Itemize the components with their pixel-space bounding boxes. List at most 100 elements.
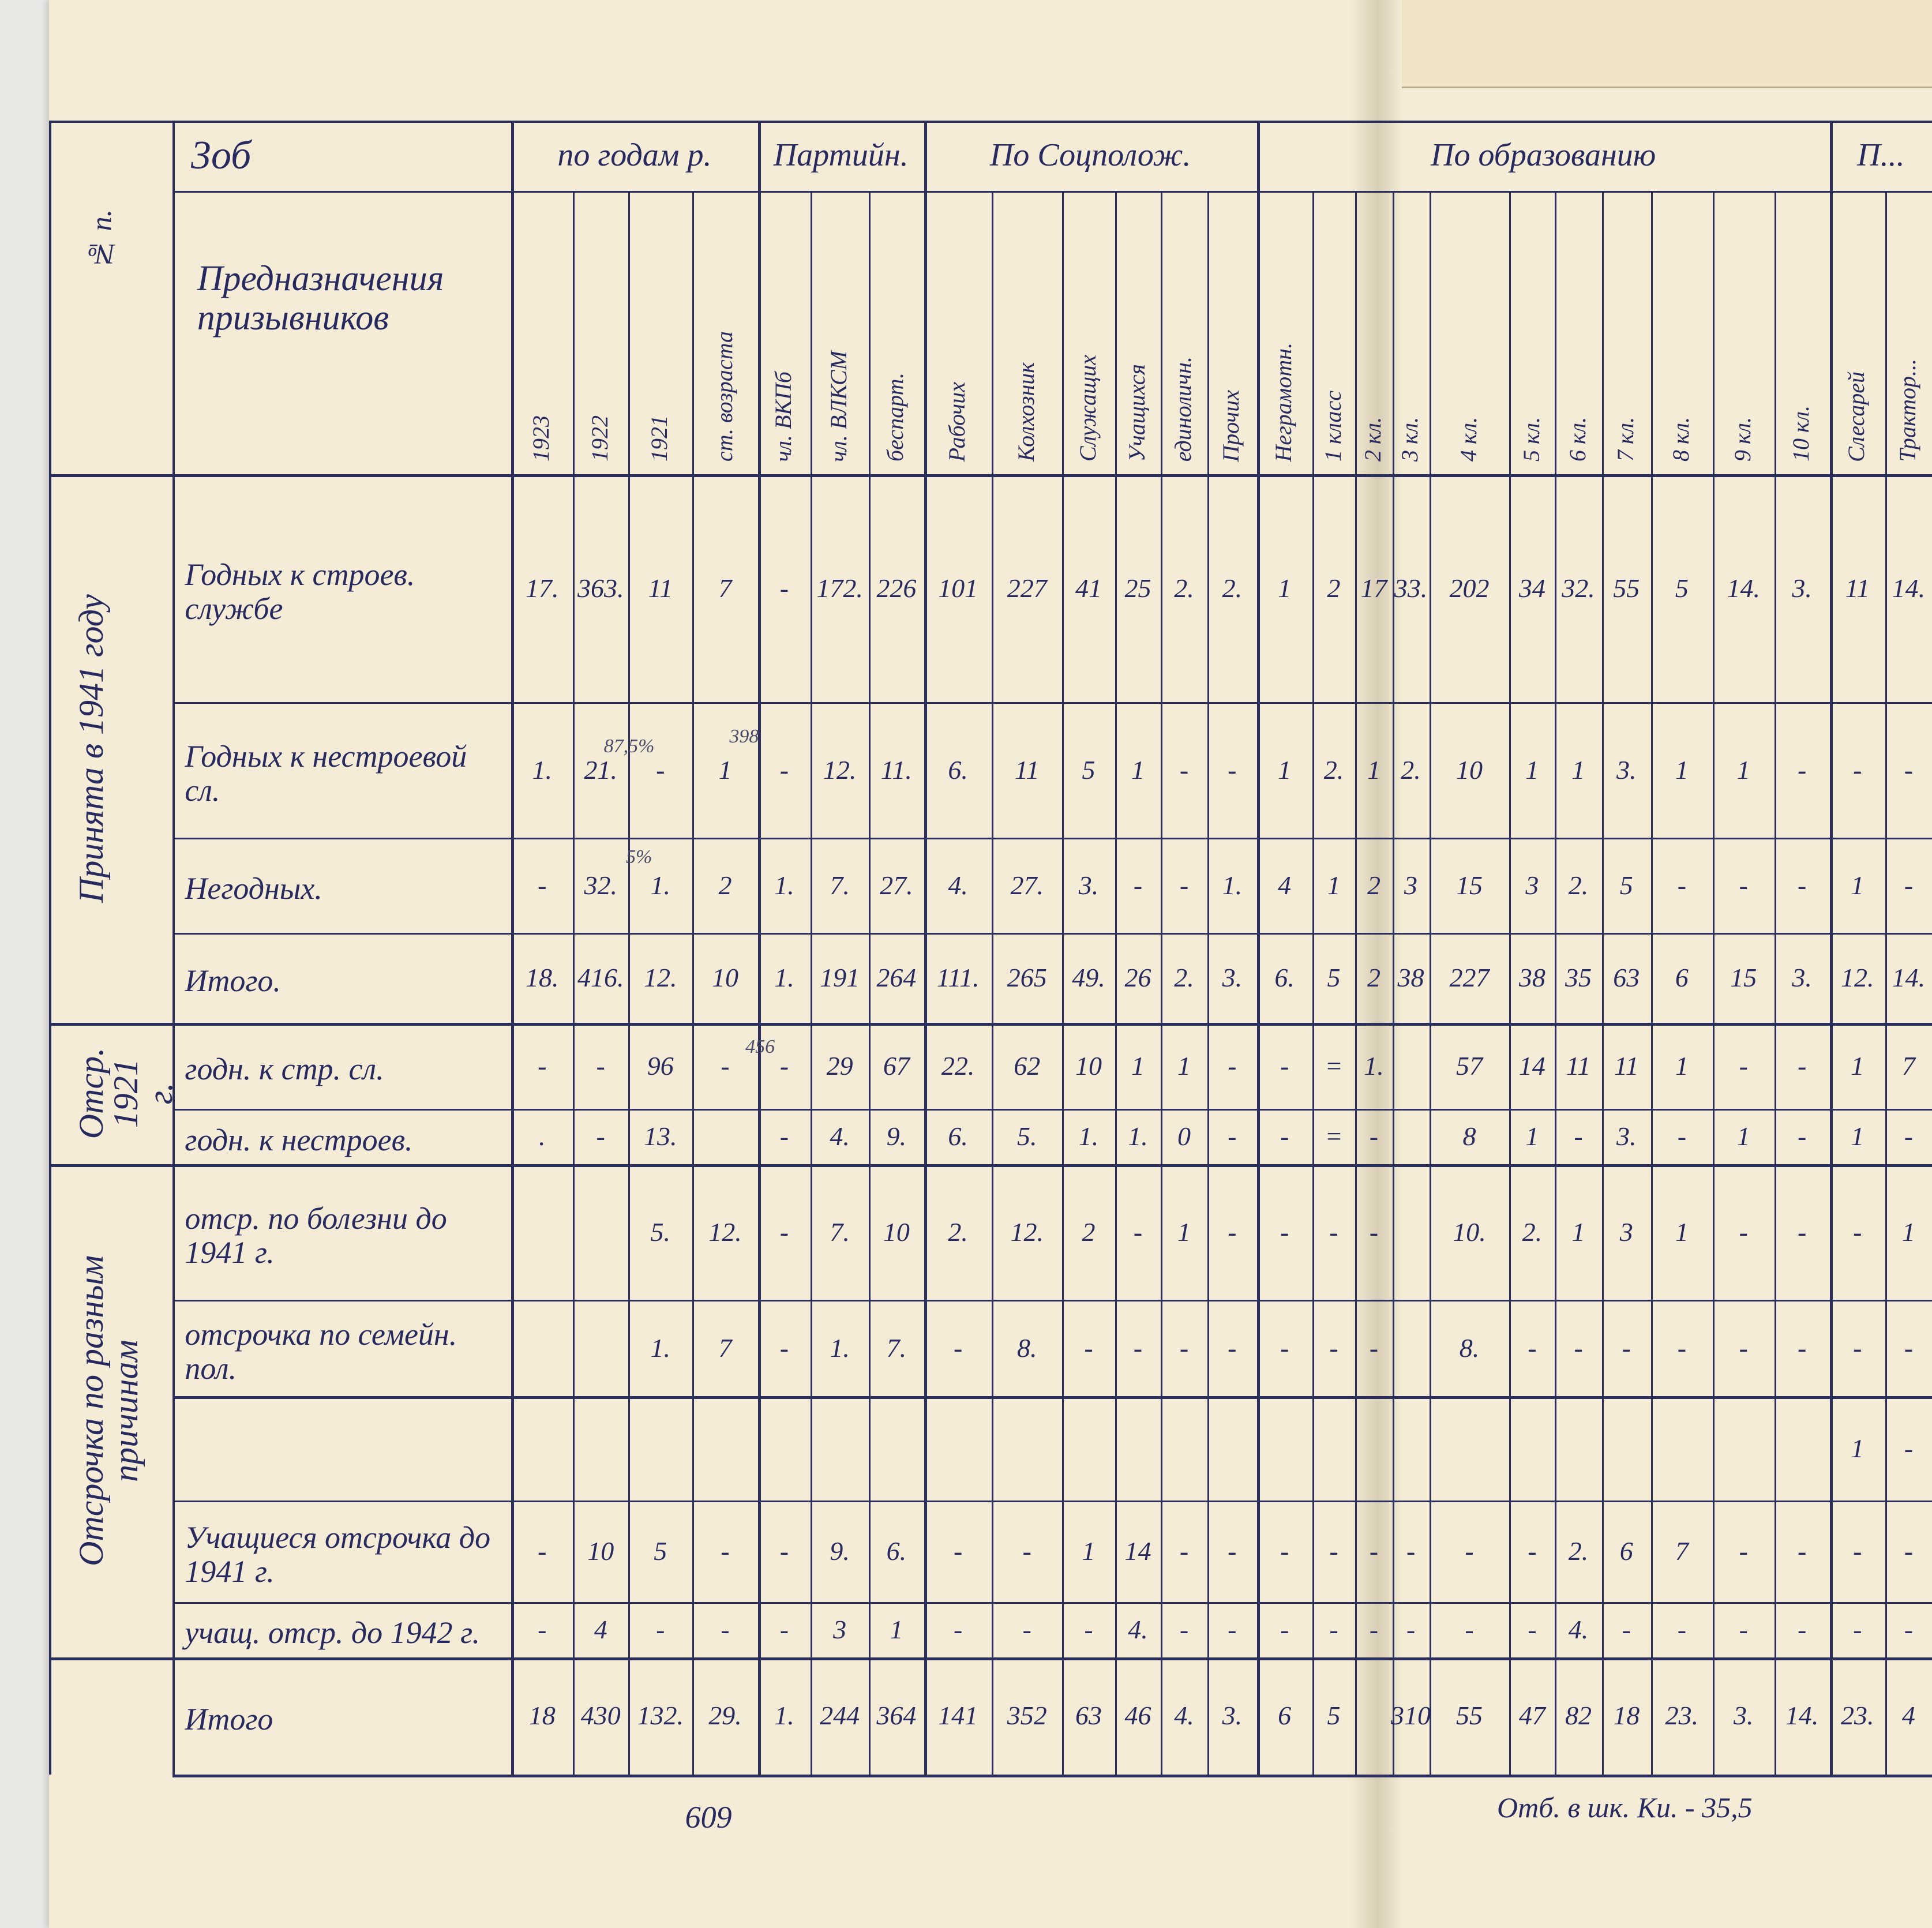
table-cell: - <box>1622 1614 1631 1644</box>
row-label: отсрочка по семейн. пол. <box>185 1316 457 1386</box>
table-cell: 1 <box>1327 870 1341 900</box>
table-cell: 12. <box>644 962 677 992</box>
table-cell: 227 <box>1007 573 1047 603</box>
table-cell: - <box>656 1614 665 1644</box>
table-cell: = <box>1325 1051 1343 1081</box>
table-cell: 7 <box>718 573 732 603</box>
paper-sheet <box>49 0 1932 1928</box>
table-cell: 1 <box>1278 755 1292 785</box>
rule-line <box>49 121 52 1775</box>
table-cell: - <box>1797 755 1807 785</box>
table-cell: 7. <box>830 870 850 900</box>
rule-line <box>1509 191 1511 1775</box>
table-cell: 352 <box>1007 1701 1047 1731</box>
table-cell: - <box>1369 1333 1379 1363</box>
column-header: единоличн. <box>1170 357 1196 462</box>
table-cell: 2 <box>1367 870 1380 900</box>
table-cell: 46 <box>1124 1701 1151 1731</box>
table-cell: 14. <box>1892 962 1926 992</box>
row-label: Итого <box>185 1701 273 1736</box>
table-cell: 1 <box>1571 755 1585 785</box>
table-cell: 1 <box>1525 1121 1539 1151</box>
table-cell: 2 <box>1082 1217 1096 1247</box>
table-cell: 3. <box>1616 755 1637 785</box>
table-cell: 5 <box>1327 962 1341 992</box>
rule-line <box>49 1164 1932 1168</box>
row-label: отср. по болезни до 1941 г. <box>185 1201 447 1270</box>
table-cell: 1. <box>1364 1051 1384 1081</box>
table-cell: - <box>779 1217 789 1247</box>
column-group-header: Партийн. <box>773 137 909 174</box>
column-header: ст. возраста <box>711 331 737 462</box>
table-cell: 15 <box>1455 870 1483 900</box>
table-cell: 1 <box>1082 1536 1096 1566</box>
table-cell: - <box>1084 1614 1093 1644</box>
table-cell: 191 <box>820 962 860 992</box>
table-cell: 2. <box>1522 1217 1543 1247</box>
table-cell: - <box>1228 1051 1237 1081</box>
rule-line <box>1312 191 1314 1775</box>
table-cell: 11 <box>1566 1051 1591 1081</box>
margin-note: 456 <box>745 1036 775 1058</box>
table-cell: - <box>779 755 789 785</box>
column-header: 7 кл. <box>1612 417 1638 462</box>
adjacent-sheet <box>1402 0 1932 88</box>
table-cell: 2. <box>1568 1536 1589 1566</box>
rule-line <box>1712 191 1715 1775</box>
table-cell: - <box>1228 1217 1237 1247</box>
table-cell: - <box>1369 1217 1379 1247</box>
column-header: 1923 <box>528 415 554 462</box>
table-cell: 1 <box>1675 1217 1689 1247</box>
table-cell: - <box>1329 1536 1338 1566</box>
table-cell: 10 <box>587 1536 614 1566</box>
table-cell: 2. <box>1401 755 1421 785</box>
table-cell: 14. <box>1892 573 1926 603</box>
table-cell: 141 <box>938 1701 978 1731</box>
rule-line <box>1392 191 1394 1775</box>
table-cell: 1 <box>1131 755 1145 785</box>
table-cell: - <box>1904 1333 1914 1363</box>
table-cell: 1 <box>1177 1217 1191 1247</box>
table-cell: 1 <box>1525 755 1539 785</box>
table-cell: 4. <box>1568 1614 1589 1644</box>
table-cell: - <box>1739 870 1748 900</box>
table-cell: 10 <box>883 1217 910 1247</box>
table-cell: - <box>1406 1536 1416 1566</box>
table-cell: 1 <box>718 755 732 785</box>
table-cell: - <box>538 870 547 900</box>
table-cell: 18. <box>526 962 559 992</box>
table-cell: 11. <box>880 755 912 785</box>
table-cell: - <box>1797 1121 1807 1151</box>
table-cell: - <box>779 1536 789 1566</box>
table-cell: 111. <box>936 962 980 992</box>
table-cell: - <box>1797 1333 1807 1363</box>
table-cell: 4. <box>948 870 968 900</box>
table-cell: 6 <box>1675 962 1689 992</box>
column-header: 5 кл. <box>1518 417 1544 462</box>
column-header: Неграмотн. <box>1270 342 1297 462</box>
table-cell: 55 <box>1455 1701 1483 1731</box>
table-cell: 12. <box>1841 962 1874 992</box>
table-cell: 3 <box>1619 1217 1633 1247</box>
rule-line <box>1555 191 1557 1775</box>
table-cell: 3 <box>1404 870 1418 900</box>
table-cell: 416. <box>577 962 624 992</box>
rule-line <box>1774 191 1776 1775</box>
table-cell: 3. <box>1078 870 1099 900</box>
row-label: Годных к строев. службе <box>185 557 415 627</box>
column-group-header: П... <box>1857 137 1905 174</box>
column-group-header: По Соцполож. <box>989 137 1191 174</box>
table-cell: 1 <box>1851 1051 1865 1081</box>
table-cell: - <box>1739 1217 1748 1247</box>
table-cell: 1 <box>1851 1121 1865 1151</box>
number-header: № п. <box>84 209 117 271</box>
table-cell: 82 <box>1565 1701 1592 1731</box>
row-label: годн. к нестроев. <box>185 1123 413 1158</box>
table-cell: 2. <box>1174 573 1194 603</box>
rule-line <box>172 1501 1932 1503</box>
table-cell: 63 <box>1075 1701 1102 1731</box>
table-cell: 3. <box>1222 1701 1243 1731</box>
table-cell: - <box>1797 1217 1807 1247</box>
table-cell: - <box>1797 1614 1807 1644</box>
table-cell: 5. <box>650 1217 671 1247</box>
